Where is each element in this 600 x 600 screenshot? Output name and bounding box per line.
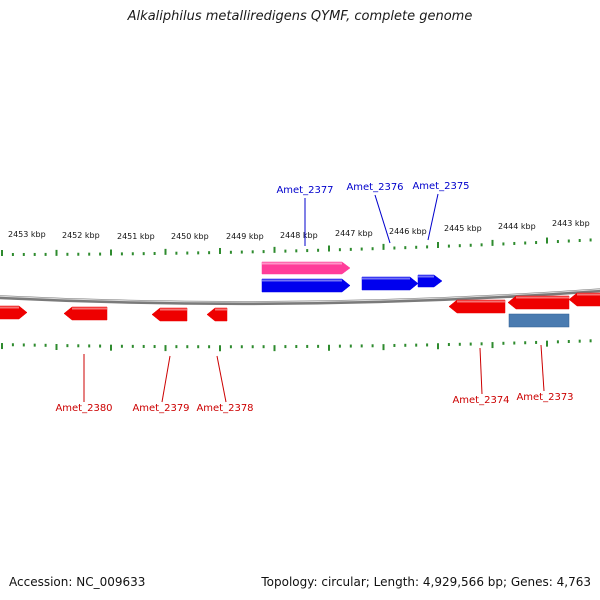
leader-line: [161, 355, 171, 403]
scale-label: 2448 kbp: [280, 231, 318, 240]
gene-arrow-amet-2374[interactable]: [448, 299, 506, 314]
leader-line: [427, 193, 439, 241]
gene-labels: Amet_2377 Amet_2376 Amet_2375 Amet_2380 Amet…: [55, 181, 573, 414]
gene-arrow-amet-2375[interactable]: [417, 274, 443, 288]
gene-arrow-right-edge[interactable]: [568, 292, 600, 307]
backbone-highlight: [0, 288, 600, 303]
scale-label: 2443 kbp: [552, 219, 590, 228]
genome-title: Alkaliphilus metalliredigens QYMF, compl…: [127, 9, 473, 24]
gene-label-forward[interactable]: Amet_2377: [276, 185, 333, 196]
genome-backbone: [0, 288, 600, 306]
leader-line: [479, 347, 483, 395]
scale-label: 2447 kbp: [335, 229, 373, 238]
scale-label: 2445 kbp: [444, 224, 482, 233]
gene-arrow-amet-2379[interactable]: [151, 307, 188, 322]
gene-label-forward[interactable]: Amet_2376: [346, 182, 403, 193]
upper-tick-track: [1, 237, 592, 256]
gene-arrow-left-edge[interactable]: [0, 305, 28, 320]
gene-arrow-amet-2377-rna[interactable]: [261, 261, 351, 275]
leader-line: [216, 355, 227, 403]
feature-bar-amet-2373[interactable]: [508, 313, 570, 328]
scale-label: 2449 kbp: [226, 232, 264, 241]
scale-label: 2450 kbp: [171, 232, 209, 241]
lower-tick-track: [1, 339, 592, 352]
scale-label: 2453 kbp: [8, 230, 46, 239]
gene-label-reverse[interactable]: Amet_2378: [196, 403, 253, 414]
gene-label-forward[interactable]: Amet_2375: [412, 181, 469, 192]
gene-features[interactable]: [0, 261, 600, 328]
genome-summary-text: Topology: circular; Length: 4,929,566 bp…: [261, 575, 591, 589]
leader-line: [374, 194, 391, 244]
gene-arrow-amet-2373[interactable]: [507, 295, 570, 310]
gene-label-leaders: [83, 193, 545, 403]
gene-label-reverse[interactable]: Amet_2379: [132, 403, 189, 414]
gene-label-reverse[interactable]: Amet_2380: [55, 403, 112, 414]
scale-labels: 2453 kbp 2452 kbp 2451 kbp 2450 kbp 2449 kbp…: [8, 219, 590, 241]
gene-arrow-amet-2378[interactable]: [206, 307, 228, 322]
scale-label: 2451 kbp: [117, 232, 155, 241]
gene-arrow-amet-2376[interactable]: [361, 276, 419, 291]
scale-label: 2444 kbp: [498, 222, 536, 231]
scale-label: 2446 kbp: [389, 227, 427, 236]
gene-arrow-amet-2377[interactable]: [261, 278, 351, 293]
accession-text: Accession: NC_009633: [9, 575, 146, 589]
scale-label: 2452 kbp: [62, 231, 100, 240]
gene-label-reverse[interactable]: Amet_2374: [452, 395, 509, 406]
gene-label-reverse[interactable]: Amet_2373: [516, 392, 573, 403]
leader-line: [540, 344, 545, 392]
gene-arrow-amet-2380[interactable]: [63, 306, 108, 321]
